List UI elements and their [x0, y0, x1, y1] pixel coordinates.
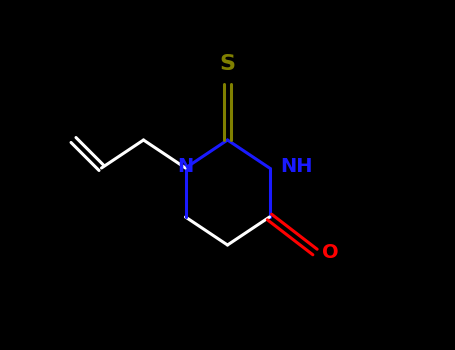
- Text: S: S: [219, 54, 236, 74]
- Text: O: O: [322, 243, 339, 261]
- Text: NH: NH: [280, 157, 313, 176]
- Text: N: N: [177, 157, 194, 176]
